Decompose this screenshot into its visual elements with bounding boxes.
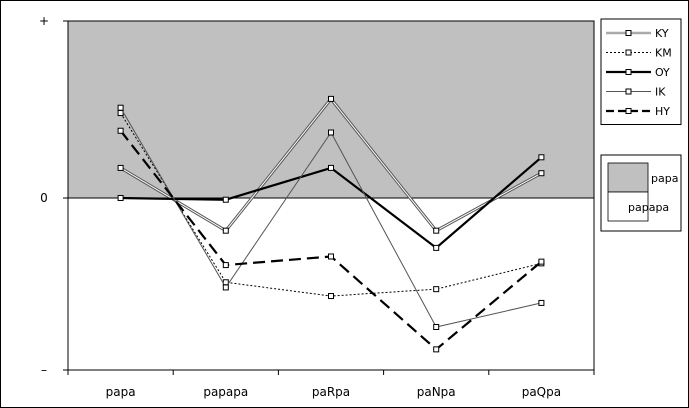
data-point xyxy=(117,164,124,171)
data-point xyxy=(328,129,334,136)
series-KY xyxy=(117,95,545,234)
data-point xyxy=(538,299,545,306)
series-OY xyxy=(117,154,545,251)
data-point xyxy=(538,154,545,161)
legend-swatch-marker xyxy=(625,88,632,95)
series-legend: KY KM OY IK HY xyxy=(600,18,682,125)
plot-region-0 xyxy=(68,21,594,198)
data-point xyxy=(433,324,440,330)
x-tick-label: paRpa xyxy=(312,385,350,399)
plot-border xyxy=(67,20,595,371)
data-point xyxy=(433,286,440,293)
data-point xyxy=(328,253,334,260)
region-swatch xyxy=(607,191,649,222)
legend-item-OY: OY xyxy=(606,66,670,79)
region-label: papa xyxy=(651,172,678,185)
legend-swatch-marker xyxy=(625,69,632,75)
x-tick-label: papapa xyxy=(203,385,248,399)
data-point xyxy=(328,164,334,171)
data-point xyxy=(222,227,229,234)
x-tick-labels: papa papapa paRpa paNpa paQpa xyxy=(67,370,595,399)
legend-swatch-marker xyxy=(625,108,632,114)
data-point xyxy=(538,170,545,177)
legend-item-IK: IK xyxy=(606,86,666,99)
series-HY xyxy=(117,127,545,353)
data-point xyxy=(328,95,334,102)
legend-swatch-marker xyxy=(625,30,632,36)
data-point xyxy=(433,346,440,353)
series-layer xyxy=(117,95,545,353)
region-swatch xyxy=(607,162,649,193)
y-tick-label: 0 xyxy=(40,191,48,205)
data-point xyxy=(433,244,440,251)
region-legend-item-1: papapa xyxy=(607,191,669,222)
y-tick-label: + xyxy=(39,14,49,28)
legend-label: KY xyxy=(655,27,669,40)
data-point xyxy=(117,104,124,111)
legend-label: OY xyxy=(655,66,670,79)
data-point xyxy=(222,284,229,291)
legend-label: KM xyxy=(655,47,672,60)
data-point xyxy=(117,195,124,201)
series-IK xyxy=(117,104,545,330)
legend-item-KM: KM xyxy=(606,47,672,60)
x-tick-label: papa xyxy=(106,385,136,399)
x-tick-label: paNpa xyxy=(417,385,456,399)
data-point xyxy=(433,227,440,234)
x-tick-label: paQpa xyxy=(522,385,561,399)
data-point xyxy=(328,293,334,300)
region-label: papapa xyxy=(628,201,669,214)
y-tick-label: – xyxy=(41,363,47,377)
data-point xyxy=(222,196,229,203)
legend-item-KY: KY xyxy=(606,27,669,40)
legend-swatch-marker xyxy=(625,49,632,56)
legend-label: HY xyxy=(655,105,670,118)
data-point xyxy=(117,127,124,134)
plot-region-1 xyxy=(68,198,594,370)
data-point xyxy=(222,262,229,269)
region-legend-item-0: papa xyxy=(607,162,678,193)
y-ticks: +0 – xyxy=(39,14,68,377)
data-point xyxy=(538,258,545,265)
plot-area xyxy=(68,21,594,370)
legend-item-HY: HY xyxy=(606,105,670,118)
legend-label: IK xyxy=(655,86,666,99)
